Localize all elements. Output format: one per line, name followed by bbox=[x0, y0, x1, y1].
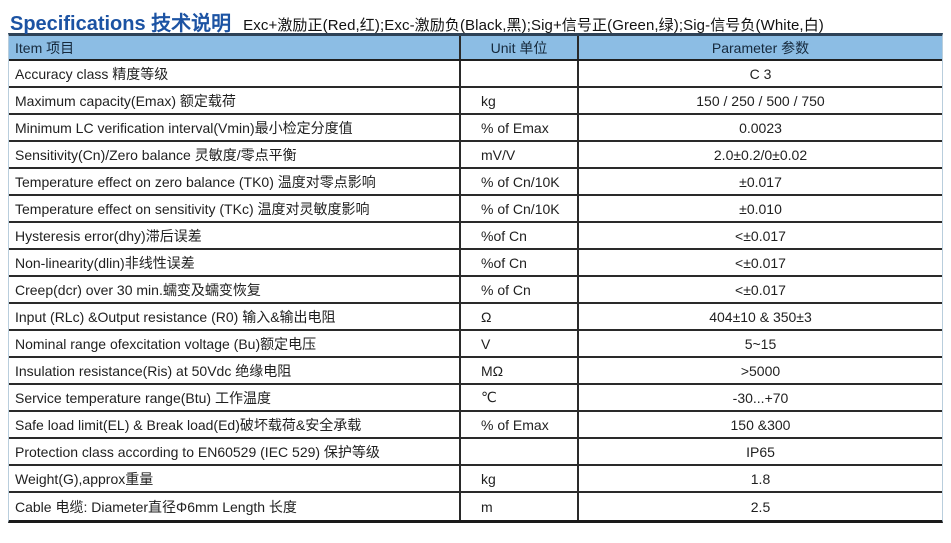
table-header-row: Item 项目 Unit 单位 Parameter 参数 bbox=[9, 36, 942, 61]
unit-cell: % of Emax bbox=[459, 412, 579, 437]
parameter-cell: C 3 bbox=[749, 65, 772, 82]
table-row: Input (RLc) &Output resistance (R0) 输入&输… bbox=[9, 304, 942, 331]
unit-cell: mV/V bbox=[459, 142, 579, 167]
item-cell: Safe load limit(EL) & Break load(Ed)破坏载荷… bbox=[15, 416, 362, 433]
unit-cell bbox=[459, 439, 579, 464]
item-cell: Service temperature range(Btu) 工作温度 bbox=[15, 389, 271, 406]
unit-cell: % of Cn bbox=[459, 277, 579, 302]
table-row: Sensitivity(Cn)/Zero balance 灵敏度/零点平衡 mV… bbox=[9, 142, 942, 169]
parameter-cell: 2.0±0.2/0±0.02 bbox=[713, 146, 808, 163]
item-cell: Maximum capacity(Emax) 额定载荷 bbox=[15, 92, 236, 109]
unit-cell bbox=[459, 61, 579, 86]
wiring-legend: Exc+激励正(Red,红);Exc-激励负(Black,黑);Sig+信号正(… bbox=[243, 17, 824, 34]
item-cell: Hysteresis error(dhy)滞后误差 bbox=[15, 227, 202, 244]
spec-table: Item 项目 Unit 单位 Parameter 参数 Accuracy cl… bbox=[8, 33, 943, 523]
specifications-page: Specifications 技术说明 Exc+激励正(Red,红);Exc-激… bbox=[0, 0, 951, 523]
item-cell: Sensitivity(Cn)/Zero balance 灵敏度/零点平衡 bbox=[15, 146, 297, 163]
table-row: Hysteresis error(dhy)滞后误差 %of Cn <±0.017 bbox=[9, 223, 942, 250]
column-header-parameter: Parameter 参数 bbox=[711, 39, 810, 56]
unit-cell: %of Cn bbox=[459, 223, 579, 248]
item-cell: Cable 电缆: Diameter直径Φ6mm Length 长度 bbox=[15, 498, 297, 515]
parameter-cell: -30...+70 bbox=[732, 389, 789, 406]
parameter-cell: 404±10 & 350±3 bbox=[709, 308, 812, 325]
item-cell: Input (RLc) &Output resistance (R0) 输入&输… bbox=[15, 308, 336, 325]
unit-cell: %of Cn bbox=[459, 250, 579, 275]
table-row: Weight(G),approx重量 kg 1.8 bbox=[9, 466, 942, 493]
parameter-cell: <±0.017 bbox=[735, 281, 786, 298]
table-row: Safe load limit(EL) & Break load(Ed)破坏载荷… bbox=[9, 412, 942, 439]
item-cell: Creep(dcr) over 30 min.蠕变及蠕变恢复 bbox=[15, 281, 261, 298]
unit-cell: % of Emax bbox=[459, 115, 579, 140]
unit-cell: % of Cn/10K bbox=[459, 196, 579, 221]
table-row: Non-linearity(dlin)非线性误差 %of Cn <±0.017 bbox=[9, 250, 942, 277]
item-cell: Nominal range ofexcitation voltage (Bu)额… bbox=[15, 335, 317, 352]
table-row: Service temperature range(Btu) 工作温度 ℃ -3… bbox=[9, 385, 942, 412]
item-cell: Temperature effect on zero balance (TK0)… bbox=[15, 173, 376, 190]
unit-cell: ℃ bbox=[459, 385, 579, 410]
unit-cell: m bbox=[459, 493, 579, 520]
table-row: Cable 电缆: Diameter直径Φ6mm Length 长度 m 2.5 bbox=[9, 493, 942, 520]
unit-cell: Ω bbox=[459, 304, 579, 329]
parameter-cell: <±0.017 bbox=[735, 254, 786, 271]
parameter-cell: ±0.010 bbox=[739, 200, 782, 217]
table-row: Nominal range ofexcitation voltage (Bu)额… bbox=[9, 331, 942, 358]
item-cell: Minimum LC verification interval(Vmin)最小… bbox=[15, 119, 353, 136]
parameter-cell: ±0.017 bbox=[739, 173, 782, 190]
page-header: Specifications 技术说明 Exc+激励正(Red,红);Exc-激… bbox=[0, 0, 951, 35]
parameter-cell: 1.8 bbox=[750, 470, 771, 487]
table-row: Temperature effect on zero balance (TK0)… bbox=[9, 169, 942, 196]
parameter-cell: 2.5 bbox=[750, 498, 771, 515]
table-body: Accuracy class 精度等级 C 3 Maximum capacity… bbox=[9, 61, 942, 520]
unit-cell: % of Cn/10K bbox=[459, 169, 579, 194]
table-row: Temperature effect on sensitivity (TKc) … bbox=[9, 196, 942, 223]
table-row: Protection class according to EN60529 (I… bbox=[9, 439, 942, 466]
table-row: Minimum LC verification interval(Vmin)最小… bbox=[9, 115, 942, 142]
column-header-item: Item 项目 bbox=[15, 39, 75, 56]
item-cell: Accuracy class 精度等级 bbox=[15, 65, 169, 82]
parameter-cell: >5000 bbox=[740, 362, 781, 379]
item-cell: Protection class according to EN60529 (I… bbox=[15, 443, 380, 460]
unit-cell: MΩ bbox=[459, 358, 579, 383]
unit-cell: kg bbox=[459, 466, 579, 491]
parameter-cell: 150 &300 bbox=[730, 416, 791, 433]
item-cell: Weight(G),approx重量 bbox=[15, 470, 154, 487]
table-row: Creep(dcr) over 30 min.蠕变及蠕变恢复 % of Cn <… bbox=[9, 277, 942, 304]
parameter-cell: 5~15 bbox=[744, 335, 777, 352]
unit-cell: V bbox=[459, 331, 579, 356]
page-title: Specifications 技术说明 bbox=[10, 13, 232, 35]
item-cell: Non-linearity(dlin)非线性误差 bbox=[15, 254, 195, 271]
item-cell: Insulation resistance(Ris) at 50Vdc 绝缘电阻 bbox=[15, 362, 292, 379]
parameter-cell: 150 / 250 / 500 / 750 bbox=[696, 92, 825, 109]
parameter-cell: <±0.017 bbox=[735, 227, 786, 244]
item-cell: Temperature effect on sensitivity (TKc) … bbox=[15, 200, 370, 217]
table-row: Maximum capacity(Emax) 额定载荷 kg 150 / 250… bbox=[9, 88, 942, 115]
column-header-unit: Unit 单位 bbox=[459, 36, 579, 59]
table-row: Accuracy class 精度等级 C 3 bbox=[9, 61, 942, 88]
parameter-cell: IP65 bbox=[746, 443, 775, 460]
table-row: Insulation resistance(Ris) at 50Vdc 绝缘电阻… bbox=[9, 358, 942, 385]
unit-cell: kg bbox=[459, 88, 579, 113]
parameter-cell: 0.0023 bbox=[739, 119, 782, 136]
